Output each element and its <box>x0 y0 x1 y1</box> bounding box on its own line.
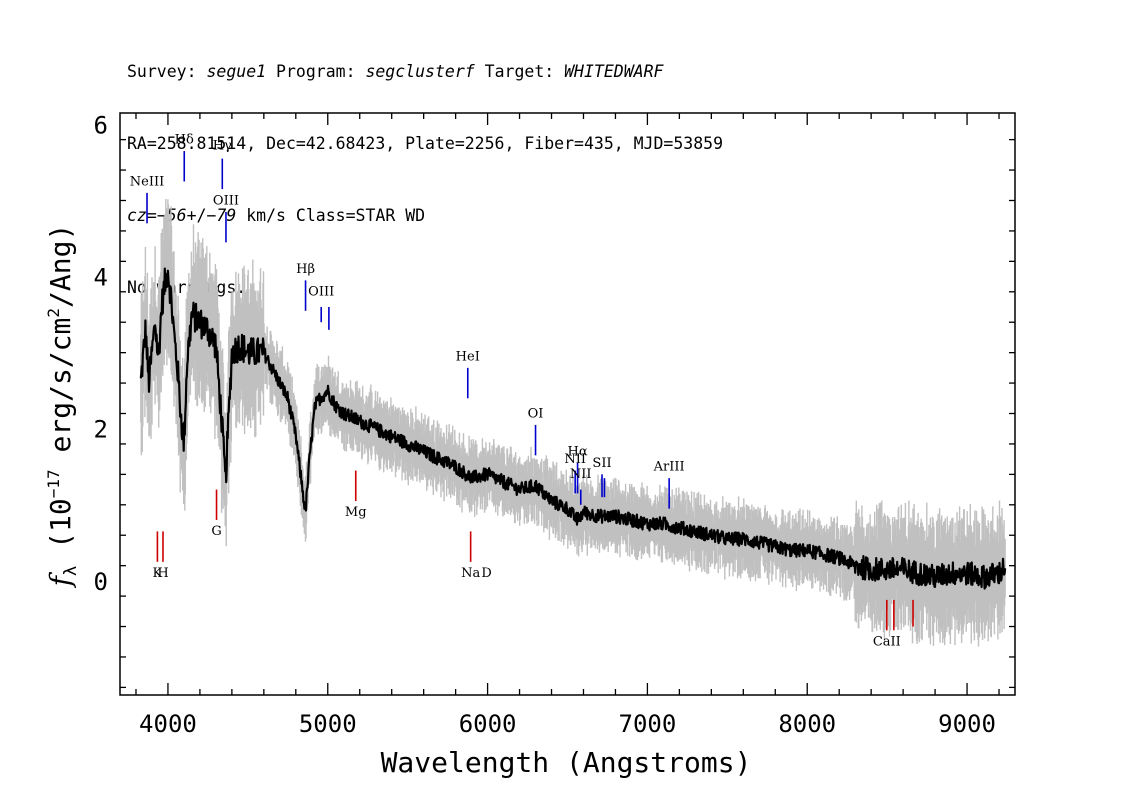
header-redshift-part: km/s Class=STAR WD <box>236 206 426 225</box>
absorption-line-label: Na <box>461 566 480 581</box>
header-survey-part: Target: <box>474 62 565 81</box>
y-tick-label: 4 <box>94 264 108 292</box>
ylabel-part: /Ang) <box>44 224 77 308</box>
y-tick-label: 2 <box>94 416 108 444</box>
emission-line-label: OI <box>528 406 544 421</box>
header-survey-part: segclusterf <box>365 62 475 81</box>
x-tick-label: 6000 <box>459 710 517 738</box>
plot-axes: 4000 5000 6000 7000 8000 9000 0 2 4 6 <box>94 111 1016 738</box>
y-axis-title: fλ (10−17 erg/s/cm2/Ang) <box>44 224 81 589</box>
emission-line-label: OIII <box>213 193 239 208</box>
header-redshift-part: −79 <box>206 206 237 225</box>
ylabel-exponent: 2 <box>44 308 63 318</box>
header-redshift-part: +/ <box>186 206 207 225</box>
spectrum-line <box>139 267 1007 590</box>
emission-line-label: NII <box>564 452 586 467</box>
emission-line-label: Hα <box>568 444 588 459</box>
x-tick-label: 7000 <box>619 710 677 738</box>
emission-line-label: NII <box>570 467 592 482</box>
emission-line-label: SII <box>592 456 611 471</box>
absorption-line-label: CaII <box>873 635 901 650</box>
absorption-line-label: Mg <box>345 505 367 520</box>
ylabel-part: (10 <box>44 498 77 565</box>
y-tick-label: 6 <box>94 111 108 139</box>
ylabel-part: erg/s/cm <box>44 318 77 470</box>
x-tick-label: 9000 <box>938 710 996 738</box>
emission-line-label: HeI <box>456 349 480 364</box>
emission-line-label: NeIII <box>130 174 164 189</box>
x-tick-label: 5000 <box>299 710 357 738</box>
emission-line-label: Hβ <box>296 262 315 277</box>
header-redshift-line: cz=−56+/−79 km/s Class=STAR WD <box>127 204 723 228</box>
absorption-line-label: K <box>153 566 163 581</box>
x-tick-label: 8000 <box>778 710 836 738</box>
ylabel-exponent: −17 <box>44 469 63 498</box>
emission-line-label: Hδ <box>175 132 194 147</box>
y-tick-label: 0 <box>94 568 108 596</box>
header-survey-line: Survey: segue1 Program: segclusterf Targ… <box>127 60 723 84</box>
header-survey-part: Survey: <box>127 62 207 81</box>
plot-frame <box>119 112 1016 696</box>
header-redshift-part: cz= <box>127 206 157 225</box>
emission-line-label: ArIII <box>653 460 685 475</box>
absorption-line-label: G <box>211 524 221 539</box>
header-survey-part: WHITEDWARF <box>564 62 664 81</box>
spectrum-header: Survey: segue1 Program: segclusterf Targ… <box>127 12 723 324</box>
x-tick-label: 4000 <box>139 710 197 738</box>
header-survey-part: Program: <box>266 62 366 81</box>
absorption-line-label: D <box>481 566 491 581</box>
header-coordinates-line: RA=258.81514, Dec=42.68423, Plate=2256, … <box>127 134 724 153</box>
ylabel-subscript: λ <box>61 566 81 576</box>
spectrum-series <box>139 267 1007 590</box>
emission-line-label: OIII <box>308 285 334 300</box>
emission-line-label: Hγ <box>213 139 232 154</box>
header-survey-part: segue1 <box>206 62 267 81</box>
absorption-line-label: H <box>157 566 168 581</box>
x-axis-title: Wavelength (Angstroms) <box>381 746 752 779</box>
